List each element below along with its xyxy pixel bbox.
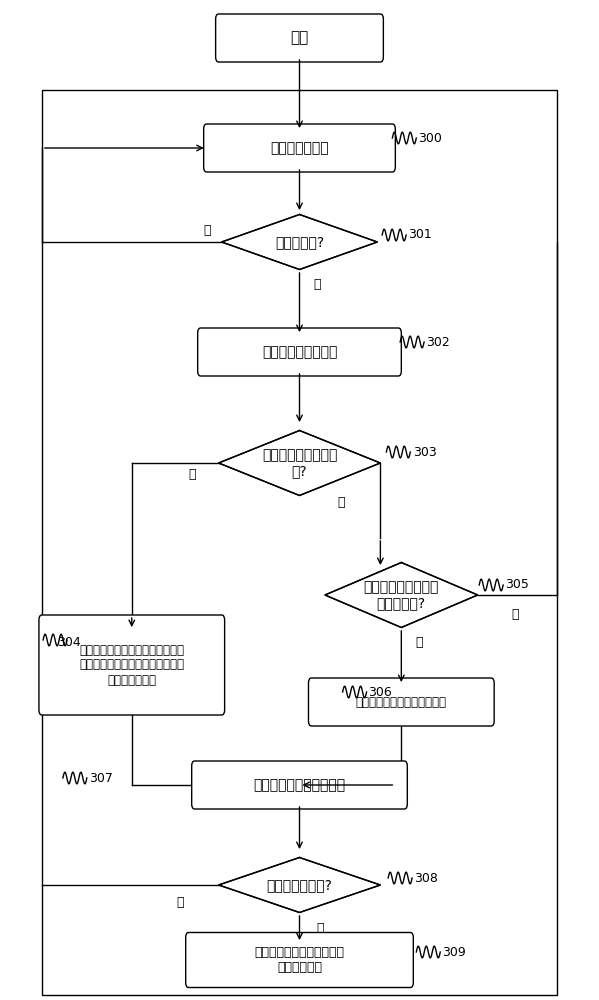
- FancyBboxPatch shape: [198, 328, 401, 376]
- FancyBboxPatch shape: [216, 14, 383, 62]
- Text: 统计周期到?: 统计周期到?: [275, 235, 324, 249]
- FancyBboxPatch shape: [204, 124, 395, 172]
- Text: 305: 305: [505, 578, 529, 591]
- Polygon shape: [219, 857, 380, 912]
- Text: 300: 300: [418, 131, 442, 144]
- Text: 是: 是: [314, 278, 321, 292]
- Text: 304: 304: [57, 636, 81, 648]
- FancyBboxPatch shape: [192, 761, 407, 809]
- Polygon shape: [222, 215, 377, 269]
- Text: 否: 否: [512, 608, 519, 621]
- Text: 为非直连节点与接入点之间
提供中继服务: 为非直连节点与接入点之间 提供中继服务: [255, 946, 344, 974]
- Text: 否: 否: [203, 224, 210, 236]
- Text: 成功接收接入点的报
文?: 成功接收接入点的报 文?: [262, 448, 337, 478]
- Text: 是: 是: [317, 922, 324, 934]
- Text: 节点连接状态置为非直连节点: 节点连接状态置为非直连节点: [356, 696, 447, 708]
- Bar: [42, 90, 557, 995]
- Text: 309: 309: [442, 946, 466, 958]
- Text: 306: 306: [368, 686, 392, 698]
- Text: 否: 否: [176, 896, 183, 908]
- FancyBboxPatch shape: [39, 615, 225, 715]
- Text: 302: 302: [426, 336, 450, 349]
- FancyBboxPatch shape: [308, 678, 494, 726]
- Text: 选择平均接收信噪比最高的接入点
作为所属接入点、并将节点连接状
态置为直连节点: 选择平均接收信噪比最高的接入点 作为所属接入点、并将节点连接状 态置为直连节点: [79, 644, 184, 686]
- FancyBboxPatch shape: [186, 932, 413, 988]
- Text: 308: 308: [415, 871, 438, 884]
- Text: 是: 是: [416, 636, 423, 648]
- Text: 成功接收到空中中继
节点的报文?: 成功接收到空中中继 节点的报文?: [364, 580, 439, 610]
- Text: 是空中中继节点?: 是空中中继节点?: [267, 878, 332, 892]
- Text: 303: 303: [413, 446, 437, 458]
- Text: 307: 307: [89, 772, 113, 784]
- Text: 统计平均接收信噪比: 统计平均接收信噪比: [262, 345, 337, 359]
- Text: 开始: 开始: [291, 30, 308, 45]
- Text: 301: 301: [409, 229, 432, 241]
- Text: 是: 是: [188, 468, 195, 482]
- Text: 否: 否: [338, 495, 345, 508]
- Text: 产生并发送节点状态信息: 产生并发送节点状态信息: [253, 778, 346, 792]
- Text: 检测接收信噪比: 检测接收信噪比: [270, 141, 329, 155]
- Polygon shape: [325, 562, 478, 628]
- Polygon shape: [219, 430, 380, 495]
